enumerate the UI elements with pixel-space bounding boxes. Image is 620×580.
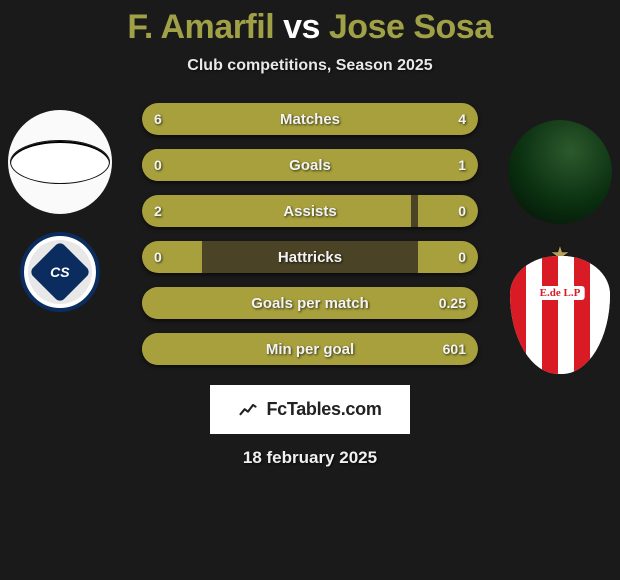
stat-row: Min per goal 601 [142, 333, 478, 365]
stat-row: 0 Hattricks 0 [142, 241, 478, 273]
stat-value-right: 1 [458, 157, 466, 173]
site-label: FcTables.com [266, 399, 381, 420]
date-label: 18 february 2025 [243, 448, 377, 468]
player1-name: F. Amarfil [127, 8, 274, 46]
estudiantes-logo: E.de L.P [510, 256, 610, 374]
bar-fill-left [142, 241, 202, 273]
stat-value-right: 0 [458, 203, 466, 219]
subtitle-text: Club competitions, Season 2025 [0, 57, 620, 75]
comparison-title: F. Amarfil vs Jose Sosa [0, 8, 620, 47]
player2-avatar [508, 120, 612, 224]
stat-row: 6 Matches 4 [142, 103, 478, 135]
player1-avatar [8, 110, 112, 214]
player2-team-logo: ★ E.de L.P [510, 242, 610, 376]
vs-text: vs [283, 8, 320, 46]
chart-line-icon [238, 400, 258, 420]
stat-row: 0 Goals 1 [142, 149, 478, 181]
bar-fill-right [418, 241, 478, 273]
stat-value-right: 0 [458, 249, 466, 265]
stat-value-right: 4 [458, 111, 466, 127]
team2-text: E.de L.P [536, 286, 585, 300]
stat-value-left: 2 [154, 203, 162, 219]
stat-value-left: 0 [154, 157, 162, 173]
placeholder-silhouette-icon [10, 140, 110, 184]
stat-label: Min per goal [266, 341, 354, 358]
stat-value-right: 601 [443, 341, 466, 357]
stat-row: 2 Assists 0 [142, 195, 478, 227]
stat-value-left: 0 [154, 249, 162, 265]
fctables-badge: FcTables.com [210, 385, 409, 434]
left-player-column: CS [5, 110, 115, 312]
bar-fill-left [142, 195, 411, 227]
stat-row: Goals per match 0.25 [142, 287, 478, 319]
independiente-rivadavia-logo: CS [20, 232, 100, 312]
stat-label: Goals [289, 157, 331, 174]
stat-label: Assists [283, 203, 336, 220]
team1-monogram: CS [50, 264, 69, 280]
stat-value-right: 0.25 [439, 295, 466, 311]
stat-label: Hattricks [278, 249, 342, 266]
bar-fill-right [418, 195, 478, 227]
stats-bars: 6 Matches 4 0 Goals 1 2 Assists 0 0 Hattricks 0 Goal… [142, 103, 478, 365]
stat-label: Goals per match [251, 295, 369, 312]
player2-name: Jose Sosa [329, 8, 493, 46]
stat-label: Matches [280, 111, 340, 128]
right-player-column: ★ E.de L.P [505, 120, 615, 376]
stat-value-left: 6 [154, 111, 162, 127]
player1-team-logo: CS [20, 232, 100, 312]
